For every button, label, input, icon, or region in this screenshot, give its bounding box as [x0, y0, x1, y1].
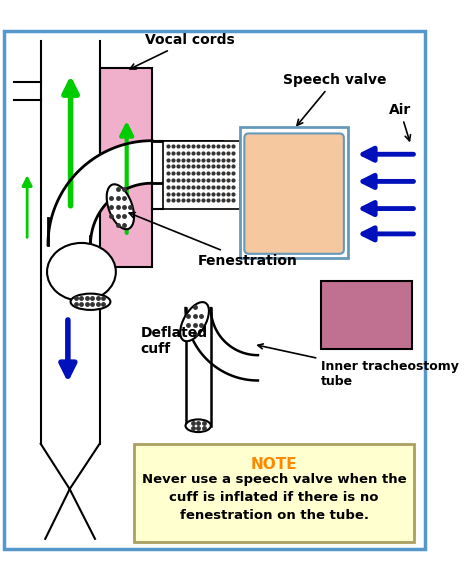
Text: Fenestration: Fenestration — [129, 212, 297, 267]
Bar — [134, 444, 414, 542]
Text: Air: Air — [389, 103, 411, 141]
FancyBboxPatch shape — [244, 133, 344, 254]
Ellipse shape — [47, 243, 116, 301]
Bar — [100, 68, 152, 267]
Text: Deflated
cuff: Deflated cuff — [140, 326, 208, 356]
Text: Vocal cords: Vocal cords — [130, 33, 235, 69]
Ellipse shape — [185, 419, 211, 432]
Text: NOTE: NOTE — [251, 456, 298, 472]
Text: Inner tracheostomy
tube: Inner tracheostomy tube — [258, 344, 459, 388]
Bar — [152, 141, 222, 183]
Polygon shape — [48, 141, 152, 245]
Text: cuff is inflated if there is no: cuff is inflated if there is no — [169, 491, 379, 504]
Text: Speech valve: Speech valve — [283, 72, 387, 125]
Text: Never use a speech valve when the: Never use a speech valve when the — [142, 473, 407, 486]
Ellipse shape — [71, 293, 110, 310]
Text: fenestration on the tube.: fenestration on the tube. — [180, 509, 369, 522]
Bar — [163, 141, 240, 209]
Ellipse shape — [180, 302, 209, 341]
Ellipse shape — [107, 184, 134, 229]
Polygon shape — [185, 308, 258, 380]
Bar — [240, 127, 348, 258]
Bar — [321, 281, 412, 349]
